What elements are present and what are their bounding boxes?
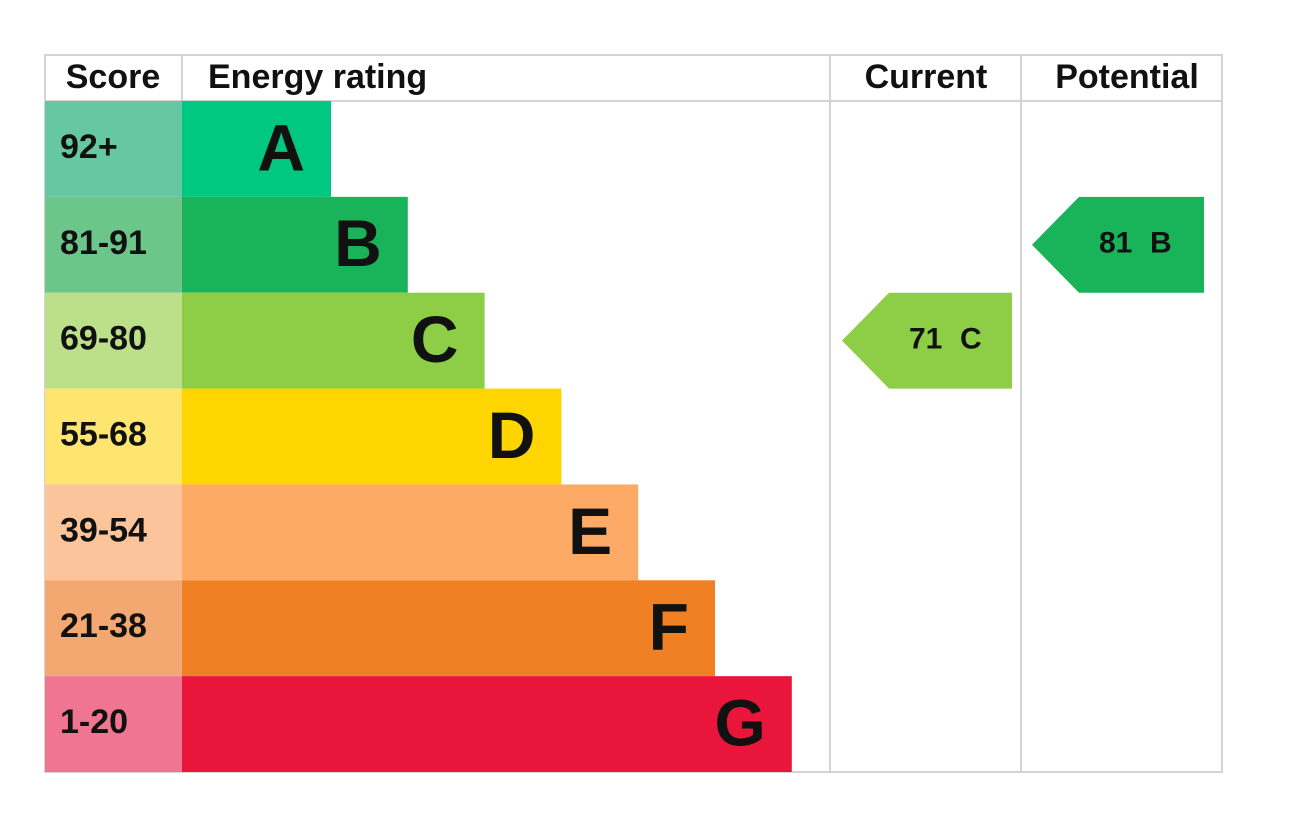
score-cell (45, 292, 182, 389)
rating-letter: A (257, 110, 305, 184)
rating-letter: C (411, 302, 459, 376)
score-cell (45, 484, 182, 581)
potential-value: 81 (1099, 227, 1132, 260)
rating-bar (182, 580, 715, 677)
rating-letter: F (649, 590, 689, 664)
header: Score (66, 58, 161, 96)
current-letter: C (960, 323, 982, 356)
score-label: 69-80 (60, 320, 147, 358)
score-label: 39-54 (60, 511, 147, 549)
rating-letter: B (334, 206, 382, 280)
rating-bar (182, 388, 562, 485)
header: Current (865, 58, 988, 96)
score-label: 1-20 (60, 703, 128, 741)
rating-bar (182, 292, 485, 389)
score-cell (45, 580, 182, 677)
score-cell (45, 101, 182, 197)
potential-letter: B (1150, 227, 1172, 260)
current-value: 71 (909, 323, 942, 356)
rating-bar (182, 676, 792, 772)
rating-bar (182, 101, 331, 197)
score-label: 92+ (60, 128, 118, 166)
score-label: 55-68 (60, 415, 147, 453)
score-cell (45, 388, 182, 485)
current-arrow (842, 292, 1012, 389)
potential-arrow (1032, 196, 1204, 293)
header: Energy rating (208, 58, 427, 96)
score-label: 21-38 (60, 607, 147, 645)
rating-letter: G (714, 686, 765, 760)
score-cell (45, 196, 182, 293)
header: Potential (1055, 58, 1199, 96)
score-cell (45, 676, 182, 772)
score-label: 81-91 (60, 224, 147, 262)
rating-bar (182, 196, 408, 293)
rating-bar (182, 484, 639, 581)
rating-letter: E (568, 494, 612, 568)
rating-letter: D (488, 398, 536, 472)
